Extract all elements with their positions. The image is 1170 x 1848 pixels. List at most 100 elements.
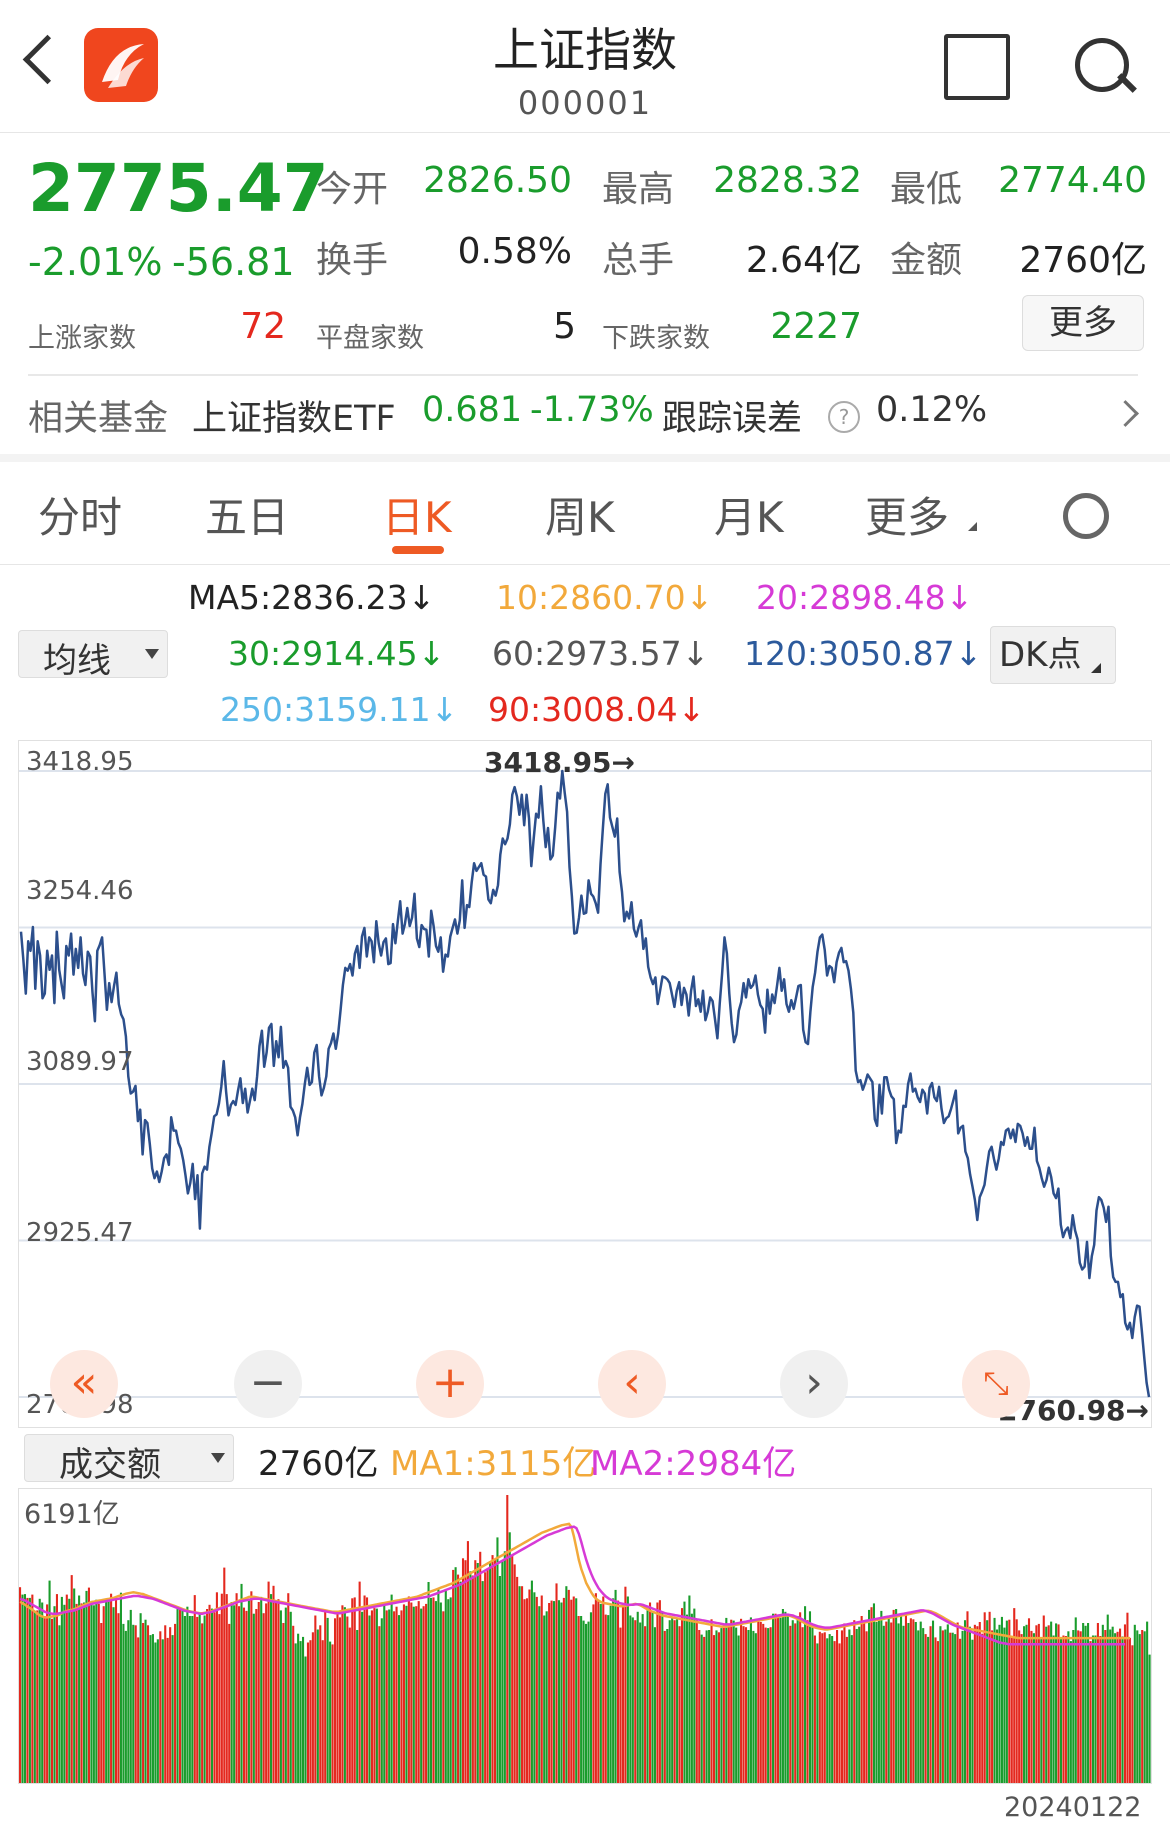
- dk-caret-icon: [1091, 663, 1101, 673]
- ma90-label: 90:3008.04↓: [488, 690, 706, 729]
- volume-bar: [548, 1603, 551, 1783]
- zoom-in-icon[interactable]: +: [416, 1350, 484, 1418]
- volume-chart-panel[interactable]: [18, 1488, 1152, 1784]
- volume-bar: [82, 1602, 86, 1783]
- volume-bar: [474, 1560, 477, 1783]
- ma-selector[interactable]: 均线: [18, 630, 168, 681]
- gear-icon[interactable]: [1063, 493, 1109, 539]
- volume-bar: [186, 1606, 189, 1783]
- volume-bar: [855, 1629, 858, 1783]
- tab-weekly-k[interactable]: 周K: [545, 493, 615, 542]
- volume-bar: [23, 1594, 27, 1783]
- fast-back-icon[interactable]: «: [50, 1350, 118, 1418]
- volume-bar: [444, 1590, 447, 1783]
- volume-bar: [680, 1608, 684, 1783]
- volume-bar: [324, 1610, 327, 1783]
- volume-bar: [1030, 1630, 1033, 1783]
- y-tick-label: 3254.46: [26, 876, 134, 906]
- volume-bar: [796, 1616, 799, 1783]
- volume-bar: [995, 1629, 999, 1783]
- volume-selector[interactable]: 成交额: [24, 1434, 234, 1485]
- volume-bar: [341, 1605, 344, 1783]
- volume-bar: [415, 1606, 418, 1783]
- volume-bar: [646, 1608, 649, 1783]
- volume-bar: [836, 1630, 839, 1783]
- volume-bar: [417, 1601, 420, 1783]
- active-tab-indicator: [392, 546, 444, 554]
- volume-bar: [240, 1583, 243, 1783]
- dropdown-caret-icon: [145, 649, 159, 659]
- ma10-label: 10:2860.70↓: [496, 578, 714, 617]
- volume-bar: [402, 1604, 405, 1783]
- volume-bar: [759, 1622, 762, 1783]
- volume-bar: [710, 1619, 713, 1783]
- volume-bar: [1128, 1637, 1131, 1783]
- volume-bar: [484, 1572, 487, 1783]
- volume-bar: [331, 1644, 334, 1783]
- volume-bar: [245, 1610, 248, 1783]
- volume-bar: [973, 1624, 976, 1783]
- volume-bar: [388, 1609, 391, 1783]
- tab-five-day[interactable]: 五日: [205, 493, 290, 542]
- volume-bar: [124, 1630, 127, 1783]
- volume-bar: [159, 1631, 162, 1783]
- fund-name[interactable]: 上证指数ETF: [192, 399, 396, 439]
- y-tick-label: 3418.95: [26, 747, 134, 777]
- volume-bar: [351, 1598, 354, 1783]
- volume-bar: [282, 1623, 285, 1783]
- volume-bar: [1141, 1630, 1144, 1783]
- volume-bar: [963, 1620, 967, 1783]
- prev-icon[interactable]: ‹: [598, 1350, 666, 1418]
- volume-bar: [220, 1593, 223, 1783]
- volume-ma2-line: [19, 1525, 1126, 1646]
- volume-bar: [698, 1630, 701, 1783]
- volume-bar: [616, 1600, 620, 1783]
- price-chart-panel[interactable]: [18, 740, 1152, 1428]
- volume-ma2: MA2:2984亿: [590, 1444, 797, 1484]
- dk-point-button[interactable]: DK点: [990, 626, 1116, 684]
- volume-bar: [112, 1607, 115, 1783]
- more-stats-button[interactable]: 更多: [1022, 295, 1144, 351]
- volume-bar: [518, 1586, 521, 1783]
- volume-bar: [931, 1620, 935, 1783]
- volume-bar: [457, 1574, 460, 1783]
- tab-daily-k[interactable]: 日K: [382, 493, 452, 542]
- volume-bar: [594, 1593, 597, 1783]
- tab-monthly-k[interactable]: 月K: [714, 493, 784, 542]
- volume-bar: [1126, 1612, 1129, 1783]
- volume-bar: [1079, 1631, 1082, 1783]
- volume-bar: [907, 1623, 910, 1783]
- next-icon[interactable]: ›: [780, 1350, 848, 1418]
- volume-bar: [267, 1581, 270, 1783]
- volume-bar: [575, 1598, 578, 1783]
- search-icon[interactable]: [1075, 38, 1129, 92]
- chevron-right-icon[interactable]: [1112, 400, 1139, 427]
- volume-bar: [747, 1630, 750, 1783]
- volume-bar: [132, 1624, 135, 1783]
- share-icon[interactable]: [944, 34, 1010, 100]
- stat-value-volume: 2.64亿: [745, 240, 862, 281]
- volume-bar: [85, 1590, 88, 1783]
- volume-bar: [493, 1558, 497, 1783]
- volume-bar: [865, 1631, 868, 1783]
- help-icon[interactable]: ?: [828, 401, 860, 433]
- volume-bar: [1055, 1623, 1058, 1783]
- volume-bar: [223, 1567, 226, 1783]
- volume-bar: [358, 1581, 361, 1783]
- volume-bar: [166, 1637, 169, 1783]
- volume-bar: [927, 1636, 930, 1783]
- volume-bar: [528, 1589, 531, 1783]
- volume-bar: [481, 1581, 484, 1783]
- zoom-out-icon[interactable]: −: [234, 1350, 302, 1418]
- volume-bar: [265, 1603, 268, 1783]
- tab-intraday[interactable]: 分时: [38, 493, 123, 542]
- expand-icon[interactable]: ⤡: [962, 1350, 1030, 1418]
- volume-bar: [489, 1561, 492, 1783]
- tab-more[interactable]: 更多: [865, 493, 950, 542]
- volume-bar: [299, 1641, 302, 1783]
- volume-bar: [1084, 1625, 1087, 1783]
- volume-bar: [1082, 1623, 1085, 1783]
- volume-bar: [110, 1593, 113, 1783]
- volume-bar: [405, 1605, 408, 1783]
- volume-bar: [466, 1541, 469, 1783]
